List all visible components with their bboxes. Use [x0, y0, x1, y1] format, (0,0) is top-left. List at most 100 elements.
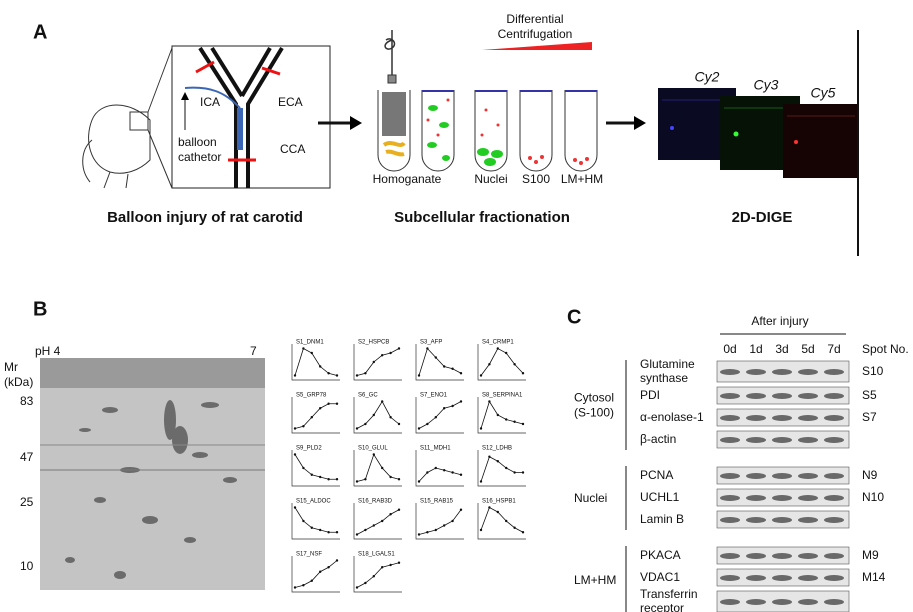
plot-line [480, 400, 524, 429]
day-label: 1d [749, 342, 762, 356]
plot-point [426, 422, 429, 426]
plot-point [293, 427, 297, 430]
blot-band [824, 599, 844, 605]
blot-band [720, 393, 740, 399]
plot-point [417, 374, 421, 377]
plot-point [364, 528, 367, 532]
catheter-label: balloon [178, 135, 217, 149]
plot-point [459, 508, 463, 511]
blot-band [798, 517, 818, 523]
plot-title: S18_LGALS1 [358, 552, 395, 558]
plot-axes [415, 397, 464, 434]
ph-label: 7 [250, 344, 257, 358]
plot-line [356, 509, 400, 535]
plot-point [335, 402, 339, 405]
plot-point [364, 372, 367, 375]
plot-point [372, 453, 375, 456]
blot-band [746, 553, 766, 559]
plot-point [310, 526, 313, 529]
blot-band [798, 575, 818, 581]
plot-point [355, 427, 359, 430]
blot-band [746, 473, 766, 479]
header: After injury [751, 314, 808, 328]
plot-point [372, 413, 375, 417]
plot-point [372, 524, 375, 527]
plot-point [364, 422, 367, 426]
plot-title: S15_RAB15 [420, 499, 454, 505]
plot-title: S12_LDHB [482, 446, 512, 452]
plot-axes [415, 503, 464, 540]
plot-point [426, 471, 429, 474]
plot-point [319, 365, 322, 368]
blot-band [772, 415, 792, 421]
plot-point [335, 478, 339, 481]
blot-band [824, 517, 844, 523]
plot-line [356, 453, 400, 482]
plot-point [488, 455, 491, 458]
plot-point [335, 559, 339, 562]
blot-band [798, 473, 818, 479]
plot-point [355, 586, 359, 589]
plot-point [479, 374, 483, 377]
blot-band [824, 553, 844, 559]
blot-band [746, 415, 766, 421]
plot-line [294, 347, 338, 376]
plot-point [459, 400, 463, 403]
plot-point [293, 374, 297, 377]
vessel-label: ECA [278, 95, 303, 109]
panel-label: B [33, 298, 47, 320]
blot-band [720, 415, 740, 421]
blot-band [720, 575, 740, 581]
spot-label: M14 [862, 570, 886, 584]
plot-point [521, 372, 525, 375]
plot-axes [477, 503, 526, 540]
blot-band [798, 437, 818, 443]
blot-band [772, 599, 792, 605]
plot-point [443, 365, 446, 368]
protein-label: Glutamine [640, 357, 695, 371]
mr-tick: 25 [20, 495, 34, 509]
plot-point [451, 471, 454, 474]
plot-point [521, 531, 525, 534]
spot-label: S5 [862, 388, 877, 402]
blot-band [746, 369, 766, 375]
protein-label: PDI [640, 388, 660, 402]
plot-point [397, 347, 401, 350]
blot-band [746, 575, 766, 581]
blot-band [720, 517, 740, 523]
caption: Subcellular fractionation [394, 209, 570, 226]
plot-line [418, 401, 462, 429]
vessel-label: CCA [280, 142, 305, 156]
plot-point [505, 351, 508, 355]
plot-title: S1_DNM1 [296, 340, 324, 346]
plot-point [434, 356, 437, 359]
fraction-label: Nuclei [474, 172, 507, 186]
plot-point [293, 586, 297, 589]
plot-point [364, 478, 367, 481]
plot-line [418, 509, 462, 535]
blot-band [824, 575, 844, 581]
catheter-label: cathetor [178, 150, 221, 164]
gradient-wedge [482, 42, 592, 50]
plot-axes [291, 450, 340, 487]
plot-point [372, 360, 375, 364]
blot-band [798, 599, 818, 605]
plot-line [356, 562, 400, 588]
plot-point [302, 347, 305, 350]
protein-label: PCNA [640, 468, 673, 482]
blot-band [720, 473, 740, 479]
blot-band [746, 517, 766, 523]
blot-band [772, 517, 792, 523]
plot-title: S16_RAB3D [358, 499, 393, 505]
plot-point [479, 528, 483, 532]
plot-line [418, 347, 462, 376]
plot-line [294, 507, 337, 533]
plot-point [496, 510, 499, 514]
blot-band [798, 415, 818, 421]
plot-title: S7_ENO1 [420, 393, 448, 399]
blot-band [720, 369, 740, 375]
plot-point [479, 480, 483, 483]
mr-label: (kDa) [4, 375, 33, 389]
rat-sketch [82, 47, 173, 189]
